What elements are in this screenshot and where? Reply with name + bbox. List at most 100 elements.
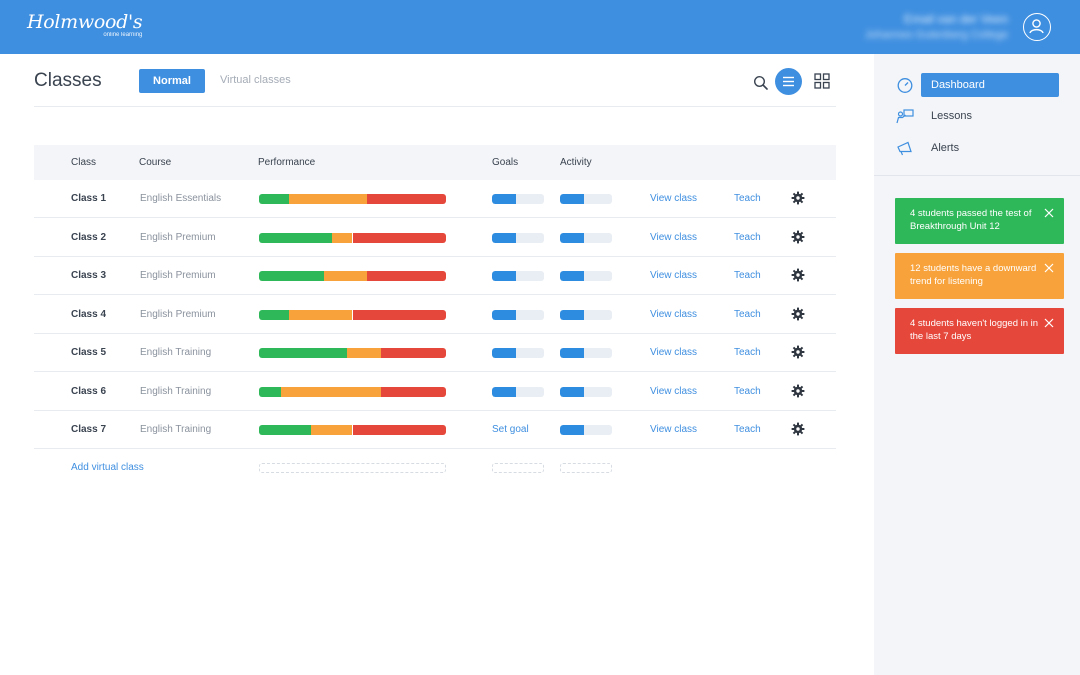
goals-bar (492, 194, 544, 204)
teach-link[interactable]: Teach (734, 385, 761, 397)
goals-bar-fill (492, 386, 516, 397)
activity-bar (560, 194, 612, 204)
performance-bar (259, 271, 446, 281)
activity-bar (560, 309, 612, 320)
user-avatar-button[interactable] (1023, 13, 1051, 41)
list-view-button[interactable] (775, 68, 802, 95)
performance-bar-red (352, 309, 446, 320)
user-name: Email van der Veen (903, 12, 1008, 26)
gear-icon[interactable] (791, 191, 805, 205)
teach-link[interactable]: Teach (734, 308, 761, 320)
course-name: English Training (140, 385, 212, 397)
nav-item-alerts[interactable]: Alerts (896, 136, 1060, 160)
performance-bar-orange (324, 271, 368, 281)
goals-bar (492, 271, 544, 281)
table-row: Class 3 English Premium View class Teach (34, 257, 836, 295)
add-virtual-class-link[interactable]: Add virtual class (71, 462, 144, 473)
close-icon[interactable] (1044, 208, 1054, 218)
table-row: Class 1 English Essentials View class Teach (34, 180, 836, 218)
performance-bar-green (259, 309, 289, 320)
page-title: Classes (34, 70, 102, 91)
goals-bar-fill (492, 271, 516, 281)
activity-bar (560, 348, 612, 358)
performance-bar-red (367, 271, 446, 281)
gear-icon[interactable] (791, 307, 805, 321)
class-name: Class 2 (71, 231, 107, 243)
gear-icon[interactable] (791, 422, 805, 436)
table-row: Class 4 English Premium View class Teach (34, 296, 836, 334)
view-class-link[interactable]: View class (650, 270, 698, 281)
gear-icon[interactable] (791, 384, 805, 398)
close-icon[interactable] (1044, 318, 1054, 328)
goals-bar-fill (492, 194, 516, 204)
list-icon (783, 76, 794, 87)
alert-card: 12 students have a downward trend for li… (895, 253, 1064, 299)
search-button[interactable] (752, 74, 770, 92)
class-name: Class 3 (71, 270, 107, 281)
grid-icon (814, 73, 830, 89)
activity-bar (560, 386, 612, 397)
goals-bar (492, 309, 544, 320)
gear-icon[interactable] (791, 268, 805, 282)
alert-text: 12 students have a downward trend for li… (910, 263, 1037, 287)
activity-bar-fill (560, 232, 584, 243)
right-sidebar: Dashboard Lessons Alerts 4 students pass… (874, 54, 1080, 675)
view-class-link[interactable]: View class (650, 231, 698, 243)
gear-icon[interactable] (791, 230, 805, 244)
gauge-icon (897, 78, 913, 93)
performance-bar-green (259, 194, 289, 204)
close-icon[interactable] (1044, 263, 1054, 273)
view-class-link[interactable]: View class (650, 424, 698, 435)
activity-bar-fill (560, 386, 584, 397)
performance-bar-orange (331, 232, 353, 243)
view-class-link[interactable]: View class (650, 385, 698, 397)
performance-bar-orange (281, 386, 381, 397)
performance-bar (259, 194, 446, 204)
divider (34, 106, 836, 107)
alert-card: 4 students haven't logged in in the last… (895, 308, 1064, 354)
performance-placeholder (259, 463, 446, 473)
view-class-link[interactable]: View class (650, 193, 698, 204)
teach-link[interactable]: Teach (734, 347, 761, 358)
grid-view-button[interactable] (814, 73, 830, 89)
performance-bar (259, 309, 446, 320)
activity-bar-fill (560, 194, 584, 204)
tab-normal[interactable]: Normal (139, 69, 205, 93)
class-name: Class 1 (71, 193, 107, 204)
performance-bar-green (259, 386, 282, 397)
activity-bar (560, 425, 612, 435)
activity-bar-fill (560, 348, 584, 358)
teach-link[interactable]: Teach (734, 193, 761, 204)
goals-bar-fill (492, 232, 516, 243)
class-name: Class 6 (71, 385, 107, 397)
goals-bar (492, 348, 544, 358)
nav-item-lessons[interactable]: Lessons (896, 104, 1060, 128)
activity-bar (560, 232, 612, 243)
megaphone-icon (897, 141, 912, 156)
performance-bar (259, 386, 446, 397)
performance-bar-orange (288, 309, 353, 320)
view-class-link[interactable]: View class (650, 308, 698, 320)
teacher-board-icon (896, 109, 914, 124)
performance-bar-orange (346, 348, 381, 358)
teach-link[interactable]: Teach (734, 231, 761, 243)
nav-item-dashboard[interactable]: Dashboard (896, 73, 1060, 97)
column-header-performance: Performance (258, 157, 316, 168)
logo[interactable]: Holmwood's online learning (27, 11, 143, 38)
teach-link[interactable]: Teach (734, 270, 761, 281)
main-content: Classes Normal Virtual classes Class Cou… (34, 54, 836, 675)
course-name: English Training (140, 424, 212, 435)
tab-virtual-classes[interactable]: Virtual classes (220, 74, 291, 86)
set-goal-link[interactable]: Set goal (492, 424, 529, 435)
alert-text: 4 students haven't logged in in the last… (910, 318, 1039, 342)
column-header-class: Class (71, 157, 97, 168)
logo-text: Holmwood's (27, 11, 143, 33)
performance-bar-red (352, 232, 446, 243)
view-class-link[interactable]: View class (650, 347, 698, 358)
alert-card: 4 students passed the test of Breakthrou… (895, 198, 1064, 244)
gear-icon[interactable] (791, 345, 805, 359)
goals-bar-fill (492, 309, 516, 320)
column-header-course: Course (139, 157, 172, 168)
teach-link[interactable]: Teach (734, 424, 761, 435)
course-name: English Premium (140, 231, 216, 243)
